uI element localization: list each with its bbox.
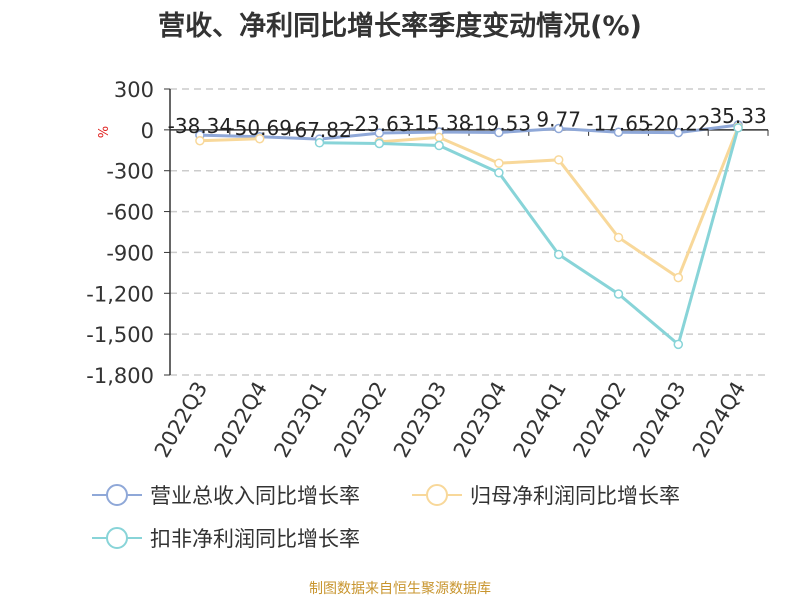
legend-marker-deducted-profit-icon — [92, 527, 142, 549]
data-point — [254, 133, 265, 144]
legend-label-deducted-profit: 扣非净利润同比增长率 — [150, 527, 360, 551]
legend-marker-net-profit-icon — [412, 484, 462, 506]
x-tick-label: 2022Q4 — [210, 378, 272, 462]
x-tick-label: 2023Q4 — [449, 378, 511, 462]
data-point — [553, 123, 564, 134]
data-point — [314, 138, 325, 148]
data-point — [673, 339, 684, 350]
y-tick-label: -1,500 — [86, 323, 154, 347]
x-tick-label: 2024Q4 — [688, 378, 750, 462]
grid-lines — [170, 88, 768, 376]
data-point — [613, 127, 624, 138]
legend-label-revenue: 营业总收入同比增长率 — [150, 484, 360, 508]
data-point — [553, 155, 564, 165]
data-point — [733, 123, 743, 133]
legend-item-net-profit[interactable]: 归母净利润同比增长率 — [412, 480, 680, 510]
data-label: -38.34 — [168, 114, 232, 138]
legend-item-revenue[interactable]: 营业总收入同比增长率 — [92, 480, 360, 510]
data-point — [673, 272, 684, 283]
x-tick-label: 2023Q3 — [389, 377, 451, 461]
series-line-2 — [319, 127, 740, 348]
y-tick-label: -900 — [106, 241, 154, 265]
y-tick-label: -1,800 — [86, 364, 154, 388]
data-labels: -38.34-50.69-67.82-23.63-15.38-19.53 9.77… — [168, 104, 767, 142]
x-tick-label: 2024Q3 — [628, 378, 690, 462]
data-point — [434, 140, 444, 151]
y-tick-label: 300 — [114, 78, 154, 102]
x-tick-label: 2023Q2 — [329, 378, 391, 462]
source-note: 制图数据来自恒生聚源数据库 — [309, 581, 491, 597]
data-point — [374, 128, 385, 138]
series-line-0 — [199, 123, 739, 141]
series-lines — [195, 120, 743, 350]
data-point — [494, 168, 504, 178]
data-point — [374, 138, 385, 149]
data-label: -20.22 — [646, 112, 710, 136]
data-label: -19.53 — [467, 112, 531, 136]
y-tick-label: -600 — [106, 201, 154, 225]
data-point — [494, 158, 504, 168]
legend-label-net-profit: 归母净利润同比增长率 — [470, 484, 680, 508]
data-point — [494, 127, 504, 138]
data-point — [613, 289, 624, 299]
legend-item-deducted-profit[interactable]: 扣非净利润同比增长率 — [92, 523, 360, 553]
data-label: -23.63 — [347, 112, 411, 136]
y-axis-unit: % — [94, 126, 109, 138]
x-tick-label: 2024Q2 — [568, 378, 630, 462]
series-line-1 — [199, 126, 740, 280]
data-label: -67.82 — [287, 118, 351, 142]
data-label: -15.38 — [407, 111, 471, 135]
legend-marker-revenue-icon — [92, 484, 142, 506]
x-tick-label: 2023Q1 — [269, 378, 331, 462]
x-tick-label: 2022Q3 — [150, 378, 212, 462]
data-label: 9.77 — [536, 108, 581, 132]
x-tick-label: 2024Q1 — [509, 378, 571, 462]
chart-title: 营收、净利同比增长率季度变动情况(%) — [158, 11, 642, 42]
y-tick-label: 0 — [141, 119, 154, 143]
y-tick-label: -1,200 — [86, 282, 154, 306]
y-tick-label: -300 — [106, 160, 154, 184]
data-point — [613, 232, 624, 243]
data-label: -50.69 — [227, 116, 291, 140]
data-label: -17.65 — [586, 111, 650, 135]
data-point — [195, 136, 205, 146]
data-label: 35.33 — [709, 104, 766, 128]
data-point — [553, 249, 564, 260]
data-point — [673, 127, 684, 138]
